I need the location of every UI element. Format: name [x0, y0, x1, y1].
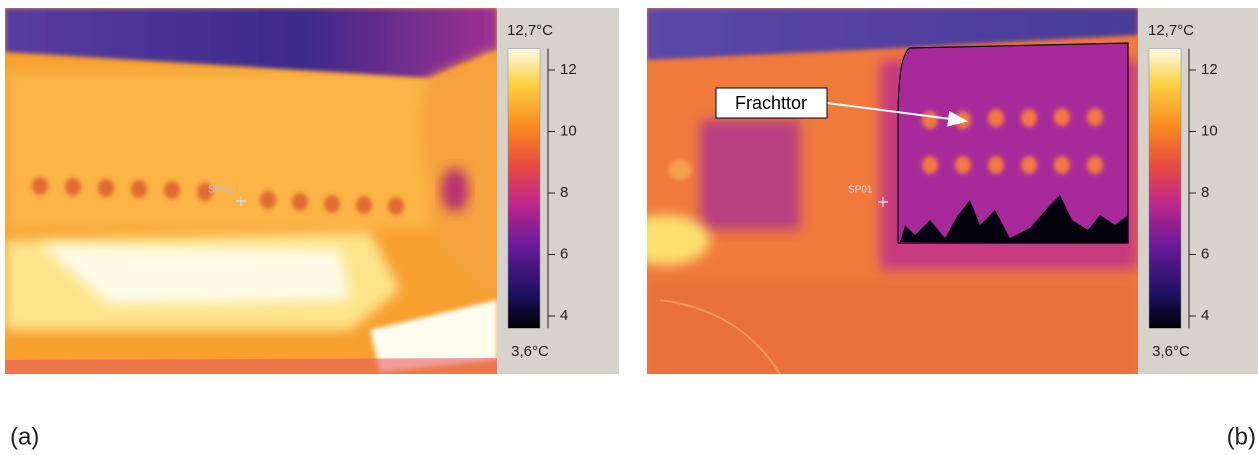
tick-label: 4: [1201, 307, 1209, 324]
tick-label: 6: [560, 245, 568, 262]
color-bar: [508, 48, 540, 328]
panel-label: (a): [10, 423, 39, 450]
scale-max-label: 12,7°C: [1148, 22, 1194, 39]
scale-max-label: 12,7°C: [507, 22, 553, 39]
color-bar: [1149, 48, 1181, 328]
spot-label: SP01: [208, 185, 233, 196]
tick-label: 12: [560, 61, 577, 78]
spot-label: SP01: [848, 185, 873, 196]
figure: SP01 SP01 Frachttor 12,7°C 3,6°C 4 6 8 10 12 12…: [0, 0, 1258, 455]
thermal-image-a: SP01: [5, 8, 497, 374]
tick-label: 10: [1201, 122, 1218, 139]
tick-label: 8: [1201, 184, 1209, 201]
tick-label: 6: [1201, 245, 1209, 262]
annotation: Frachttor: [735, 93, 807, 113]
thermal-image-b: SP01 Frachttor: [620, 8, 1138, 374]
tick-label: 10: [560, 122, 577, 139]
panel-label: (b): [1227, 423, 1256, 450]
tick-label: 8: [560, 184, 568, 201]
tick-label: 12: [1201, 61, 1218, 78]
tick-label: 4: [560, 307, 568, 324]
scale-min-label: 3,6°C: [511, 343, 549, 360]
scale-min-label: 3,6°C: [1152, 343, 1190, 360]
